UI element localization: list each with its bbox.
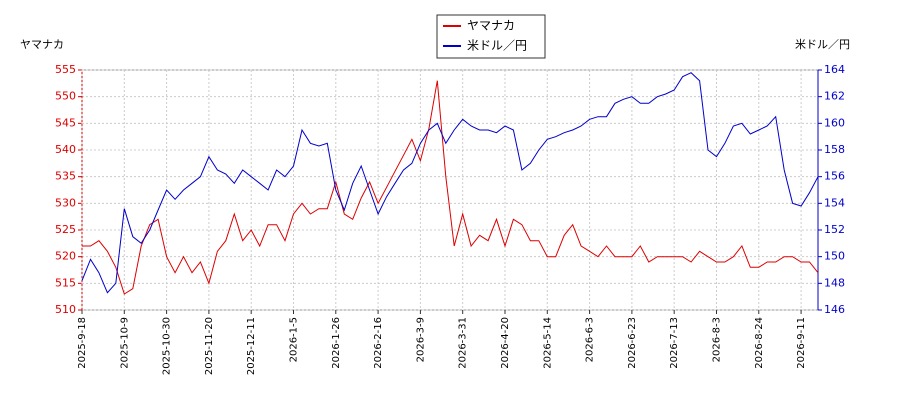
y2-tick-label: 164: [824, 63, 845, 76]
y-tick-label: 515: [55, 276, 76, 289]
y-tick-label: 545: [55, 116, 76, 129]
y-tick-label: 520: [55, 250, 76, 263]
y2-tick-label: 156: [824, 170, 845, 183]
x-tick-label: 2026-6-23: [627, 317, 638, 369]
x-tick-label: 2026-3-9: [415, 317, 426, 362]
y-tick-label: 530: [55, 196, 76, 209]
x-tick-label: 2025-12-11: [246, 317, 257, 375]
y2-tick-label: 162: [824, 90, 845, 103]
y2-tick-label: 150: [824, 250, 845, 263]
x-tick-label: 2025-10-9: [119, 317, 130, 369]
series-line: [82, 80, 819, 295]
x-tick-label: 2026-1-5: [288, 317, 299, 362]
series-line: [81, 72, 819, 294]
y2-tick-label: 146: [824, 303, 845, 316]
x-tick-label: 2026-9-11: [796, 317, 807, 369]
legend-label: ヤマナカ: [467, 19, 515, 33]
y-tick-label: 540: [55, 143, 76, 156]
y2-tick-label: 154: [824, 196, 845, 209]
x-tick-label: 2025-11-20: [204, 317, 215, 375]
x-tick-label: 2025-10-30: [162, 317, 173, 375]
y2-tick-label: 158: [824, 143, 845, 156]
legend-label: 米ドル／円: [467, 39, 527, 53]
x-tick-label: 2026-7-13: [669, 317, 680, 369]
x-tick-label: 2026-2-16: [373, 317, 384, 369]
y2-axis-label: 米ドル／円: [795, 38, 850, 51]
y2-tick-label: 148: [824, 276, 845, 289]
x-tick-label: 2026-5-14: [542, 317, 553, 369]
y-tick-label: 555: [55, 63, 76, 76]
y2-tick-label: 160: [824, 116, 845, 129]
y2-tick-label: 152: [824, 223, 845, 236]
plot-area: [81, 69, 819, 311]
x-tick-label: 2025-9-18: [77, 317, 88, 369]
x-tick-label: 2026-3-31: [458, 317, 469, 369]
x-tick-label: 2026-8-24: [754, 317, 765, 369]
y-axis-label: ヤマナカ: [20, 38, 64, 51]
x-tick-label: 2026-6-3: [585, 317, 596, 362]
legend-box: [436, 14, 546, 59]
x-tick-label: 2026-1-26: [331, 317, 342, 369]
y-tick-label: 535: [55, 170, 76, 183]
x-tick-label: 2026-4-20: [500, 317, 511, 369]
y-tick-label: 510: [55, 303, 76, 316]
y-tick-label: 525: [55, 223, 76, 236]
y-tick-label: 550: [55, 90, 76, 103]
x-tick-label: 2026-8-3: [711, 317, 722, 362]
